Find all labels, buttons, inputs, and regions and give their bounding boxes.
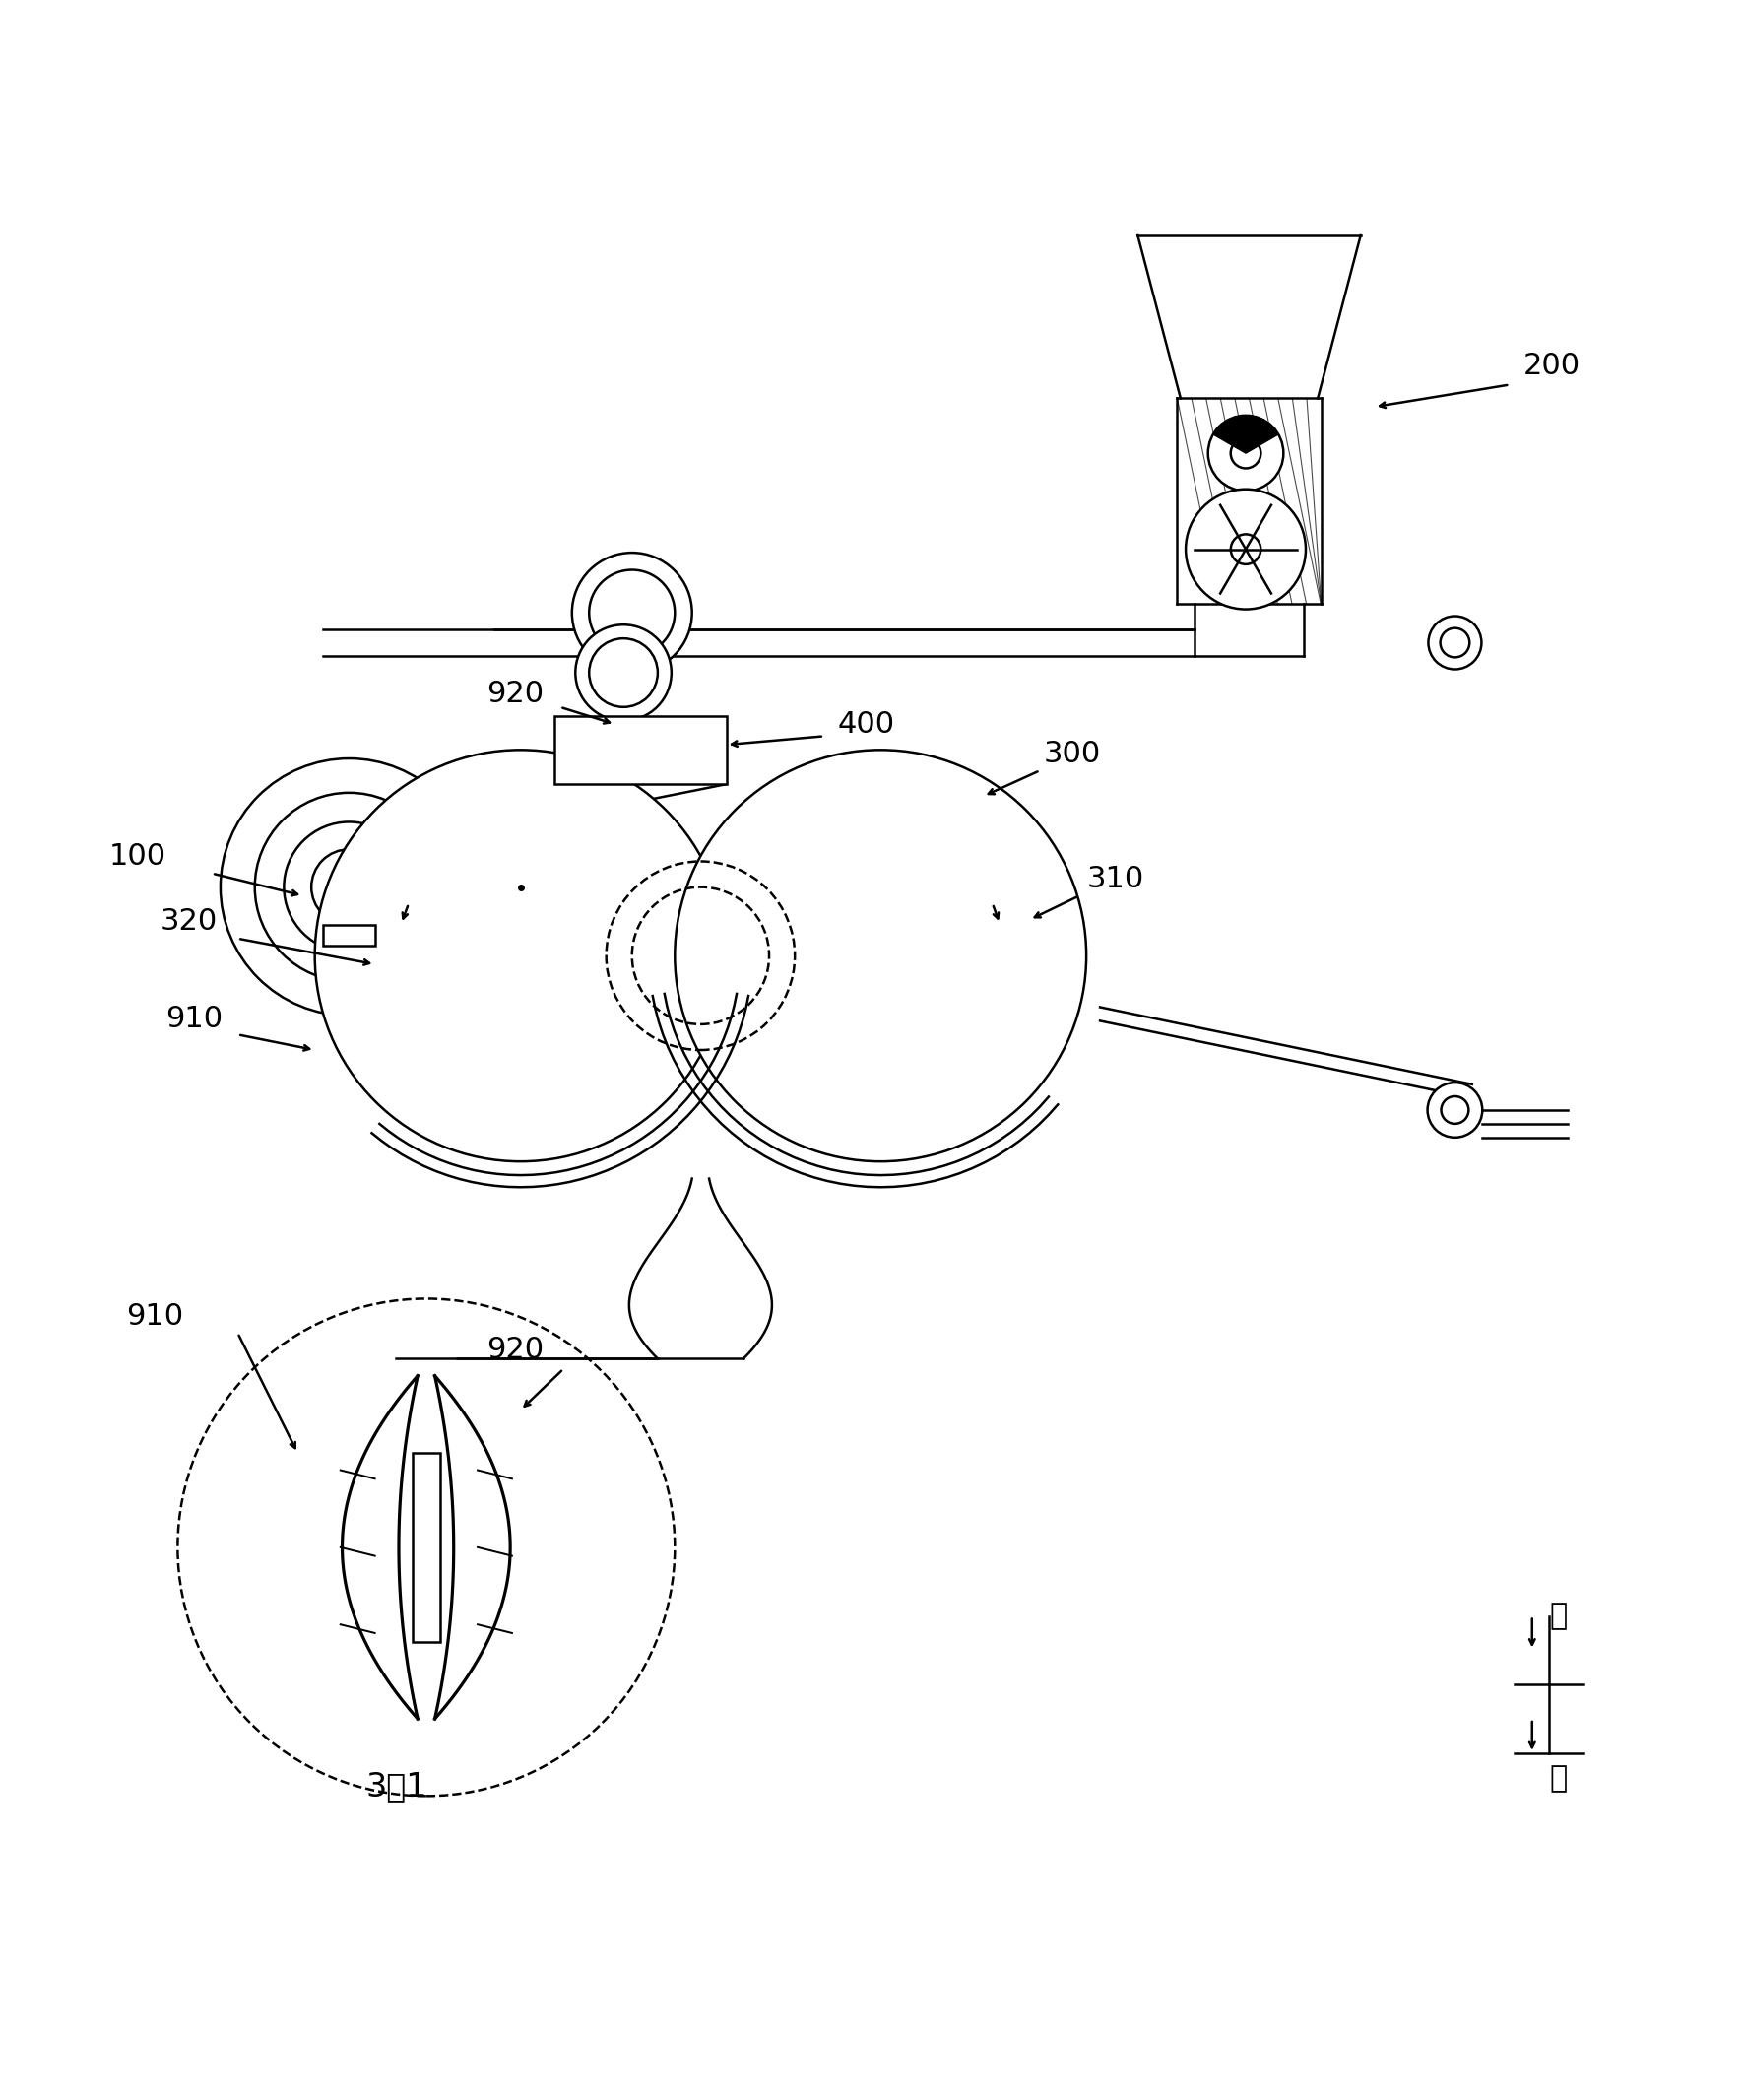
Text: 300: 300 xyxy=(1043,739,1100,769)
Text: 320: 320 xyxy=(160,907,218,937)
Circle shape xyxy=(255,794,443,981)
Circle shape xyxy=(439,1042,481,1086)
Circle shape xyxy=(572,552,692,672)
Circle shape xyxy=(1209,416,1284,491)
Bar xyxy=(413,1453,439,1642)
Circle shape xyxy=(1231,533,1261,565)
Circle shape xyxy=(1186,489,1306,609)
Text: 100: 100 xyxy=(110,842,166,872)
Circle shape xyxy=(576,624,671,720)
Wedge shape xyxy=(1214,416,1278,454)
Circle shape xyxy=(1428,615,1481,670)
Bar xyxy=(555,716,726,783)
Text: 920: 920 xyxy=(487,678,544,708)
Text: 200: 200 xyxy=(1524,351,1580,380)
Bar xyxy=(323,924,375,945)
Circle shape xyxy=(589,638,657,708)
Circle shape xyxy=(1441,628,1470,657)
Text: 下: 下 xyxy=(1549,1764,1568,1793)
Text: 400: 400 xyxy=(837,710,895,739)
Circle shape xyxy=(331,869,366,905)
Text: 910: 910 xyxy=(126,1302,183,1329)
Circle shape xyxy=(220,758,478,1016)
Text: 310: 310 xyxy=(1087,865,1144,892)
Circle shape xyxy=(316,750,726,1161)
Circle shape xyxy=(284,821,415,951)
Text: 上: 上 xyxy=(1549,1602,1568,1630)
Circle shape xyxy=(589,569,675,655)
Text: 920: 920 xyxy=(487,1336,544,1365)
Circle shape xyxy=(312,848,387,924)
Circle shape xyxy=(1231,439,1261,468)
Circle shape xyxy=(675,750,1087,1161)
Text: 3：1: 3：1 xyxy=(366,1770,427,1804)
Circle shape xyxy=(1428,1084,1482,1138)
Text: 910: 910 xyxy=(166,1006,223,1033)
Circle shape xyxy=(1441,1096,1468,1124)
